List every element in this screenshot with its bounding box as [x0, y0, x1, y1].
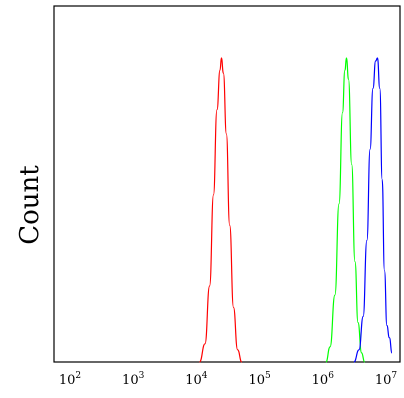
x-tick-labels: 102 103 104 105 106 107	[59, 371, 398, 388]
histogram-curve-2	[325, 57, 366, 363]
histogram-curve-3	[353, 57, 393, 363]
plot-frame	[53, 5, 401, 363]
x-tick-label: 103	[122, 371, 145, 388]
series-layer	[198, 57, 393, 363]
x-tick-label: 105	[248, 371, 271, 388]
x-tick-label: 104	[185, 371, 208, 388]
x-tick-label: 106	[312, 371, 335, 388]
x-tick-label: 102	[59, 371, 81, 388]
histogram-curve-1	[198, 57, 243, 363]
x-tick-label: 107	[375, 371, 398, 388]
y-axis-label: Count	[15, 165, 45, 245]
